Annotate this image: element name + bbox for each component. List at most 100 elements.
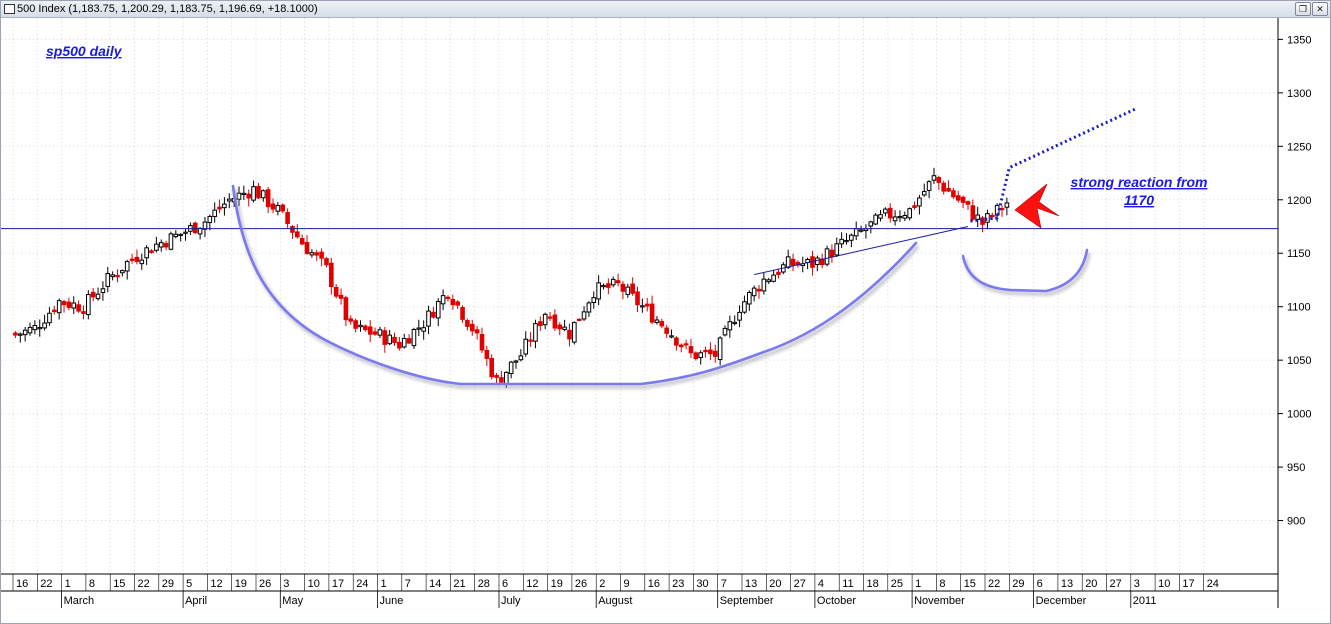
candle-body: [902, 215, 908, 219]
rounded-bottom-curve: [231, 184, 918, 386]
y-tick-label: 1300: [1287, 88, 1311, 100]
y-tick-label: 1350: [1287, 34, 1311, 46]
candle-body: [324, 258, 329, 266]
y-tick-label: 1250: [1287, 141, 1311, 153]
candle-body: [994, 204, 1000, 216]
restore-window-icon[interactable]: ❐: [1295, 2, 1311, 16]
x-tick-label: 12: [210, 578, 222, 590]
y-tick-label: 900: [1287, 516, 1305, 528]
x-tick-label: 1: [381, 578, 387, 590]
candle-body: [538, 321, 543, 327]
candle-body: [494, 374, 499, 378]
chart-title: sp500 daily: [46, 43, 123, 59]
candle-body: [878, 214, 883, 219]
candle-body: [839, 238, 844, 245]
candle-body: [100, 288, 106, 293]
candle-body: [698, 352, 703, 359]
candle-body: [76, 304, 81, 312]
x-axis: 16 22 1 8 15 22 29 5 12 19 26 3 10 17 24 1 7 14 21 28 6 12 19 2…: [12, 574, 1219, 608]
candle-body: [727, 321, 733, 331]
x-tick-label: 26: [575, 578, 587, 590]
candle-body: [625, 286, 631, 295]
candle-body: [144, 247, 149, 259]
candle-body: [912, 205, 917, 208]
candle-body: [897, 215, 903, 219]
x-tick-label: 10: [1158, 578, 1170, 590]
y-tick-label: 1100: [1287, 302, 1311, 314]
candle-body: [664, 327, 669, 334]
candle-body: [606, 283, 611, 288]
candle-body: [314, 252, 320, 256]
candle-body: [829, 249, 835, 257]
candle-body: [42, 322, 47, 329]
candle-body: [212, 209, 217, 217]
x-tick-label: 20: [1085, 578, 1097, 590]
candle-body: [367, 326, 373, 335]
candle-body: [295, 231, 300, 238]
candle-body: [557, 324, 563, 330]
candle-body: [615, 280, 621, 284]
candle-body: [887, 207, 893, 219]
candle-body: [149, 250, 154, 253]
x-tick-label: 17: [1182, 578, 1194, 590]
candle-body: [732, 321, 738, 325]
candle-body: [941, 182, 946, 192]
candle-body: [926, 181, 932, 191]
candle-body: [358, 324, 363, 328]
month-label: April: [185, 595, 207, 607]
candle-body: [489, 357, 495, 378]
candle-body: [576, 318, 582, 322]
annotation-line-2: 1170: [1124, 192, 1154, 208]
x-tick-label: 7: [405, 578, 411, 590]
x-tick-label: 6: [502, 578, 508, 590]
candle-body: [518, 355, 524, 361]
candle-body: [129, 258, 135, 261]
candle-body: [280, 204, 286, 212]
x-tick-label: 24: [356, 578, 368, 590]
title-bar: 500 Index (1,183.75, 1,200.29, 1,183.75,…: [1, 1, 1330, 18]
candle-body: [669, 335, 674, 338]
x-tick-label: 17: [332, 578, 344, 590]
x-tick-label: 27: [1110, 578, 1122, 590]
candle-body: [790, 258, 796, 266]
x-tick-label: 3: [1134, 578, 1140, 590]
candle-body: [431, 311, 436, 318]
candle-body: [338, 294, 344, 299]
candle-body: [13, 332, 18, 336]
candle-body: [217, 206, 222, 210]
candle-body: [630, 283, 635, 294]
y-tick-label: 1200: [1287, 195, 1311, 207]
candle-body: [397, 341, 402, 349]
candle-body: [693, 352, 699, 360]
x-tick-label: 5: [186, 578, 192, 590]
x-tick-label: 22: [138, 578, 150, 590]
candle-body: [708, 349, 713, 355]
candle-body: [22, 329, 28, 336]
candle-body: [290, 226, 295, 233]
candle-body: [751, 287, 757, 297]
y-axis: 900 950 1000 1050 1100 1150 1200 1250 1300 1350: [1278, 34, 1311, 528]
candle-body: [377, 329, 383, 336]
candle-body: [975, 214, 981, 220]
x-tick-label: 12: [526, 578, 538, 590]
x-tick-label: 28: [478, 578, 490, 590]
price-chart: sp500 daily strong reaction from 1170 90…: [1, 18, 1311, 608]
candle-body: [275, 205, 281, 212]
x-tick-label: 22: [988, 578, 1000, 590]
close-window-icon[interactable]: ✕: [1312, 2, 1328, 16]
y-tick-label: 950: [1287, 462, 1305, 474]
candle-body: [348, 318, 354, 322]
candle-body: [251, 186, 256, 201]
candle-body: [649, 303, 655, 323]
candle-body: [547, 316, 553, 319]
candle-body: [499, 377, 504, 383]
x-tick-label: 3: [283, 578, 289, 590]
candle-body: [32, 325, 38, 331]
candle-body: [907, 208, 912, 219]
candle-body: [853, 228, 859, 237]
candle-body: [562, 326, 567, 330]
candle-body: [921, 191, 927, 196]
candle-body: [951, 190, 956, 198]
candle-body: [824, 248, 830, 265]
candle-body: [586, 302, 592, 313]
